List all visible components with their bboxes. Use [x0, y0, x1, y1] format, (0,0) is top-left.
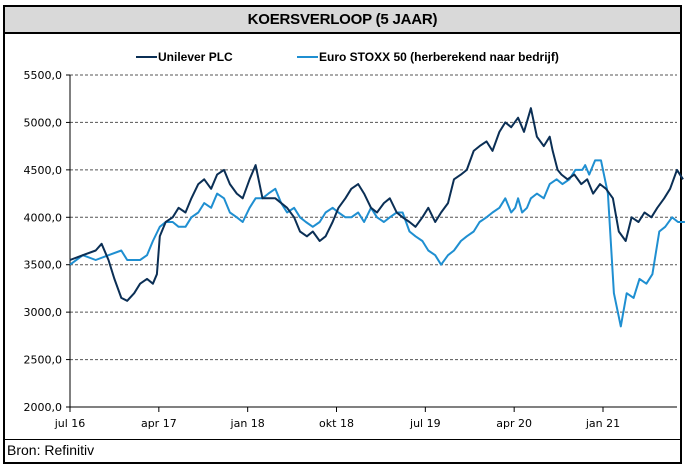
- legend-label-unilever: Unilever PLC: [158, 50, 233, 64]
- x-tick-label: apr 17: [141, 417, 177, 430]
- y-tick-label: 2000,0: [24, 401, 63, 414]
- y-tick-label: 3000,0: [24, 306, 63, 319]
- legend-label-stoxx: Euro STOXX 50 (herberekend naar bedrijf): [319, 50, 559, 64]
- x-tick-label: jul 19: [409, 417, 441, 430]
- x-tick-label: jan 18: [230, 417, 265, 430]
- x-tick-label: apr 20: [496, 417, 532, 430]
- legend: Unilever PLC Euro STOXX 50 (herberekend …: [136, 50, 559, 64]
- y-tick-label: 5000,0: [24, 116, 63, 129]
- y-tick-label: 3500,0: [24, 259, 63, 272]
- chart-frame: KOERSVERLOOP (5 JAAR) Bron: Refinitiv: [3, 5, 682, 464]
- y-tick-label: 4500,0: [24, 164, 63, 177]
- y-tick-label: 5500,0: [24, 69, 63, 82]
- y-tick-label: 2500,0: [24, 354, 63, 367]
- axes: 2000,0 2500,0 3000,0 3500,0 4000,0 4500,0 5000…: [24, 69, 677, 430]
- x-tick-label: okt 18: [319, 417, 354, 430]
- source-note: Bron: Refinitiv: [5, 439, 680, 462]
- gridlines: [70, 74, 677, 361]
- y-tick-label: 4000,0: [24, 211, 63, 224]
- series-line-stoxx: [69, 159, 685, 328]
- x-tick-label: jul 16: [54, 417, 86, 430]
- chart-title: KOERSVERLOOP (5 JAAR): [5, 7, 680, 34]
- series-line-unilever: [69, 107, 684, 302]
- x-tick-label: jan 21: [585, 417, 620, 430]
- series-lines: [69, 107, 685, 328]
